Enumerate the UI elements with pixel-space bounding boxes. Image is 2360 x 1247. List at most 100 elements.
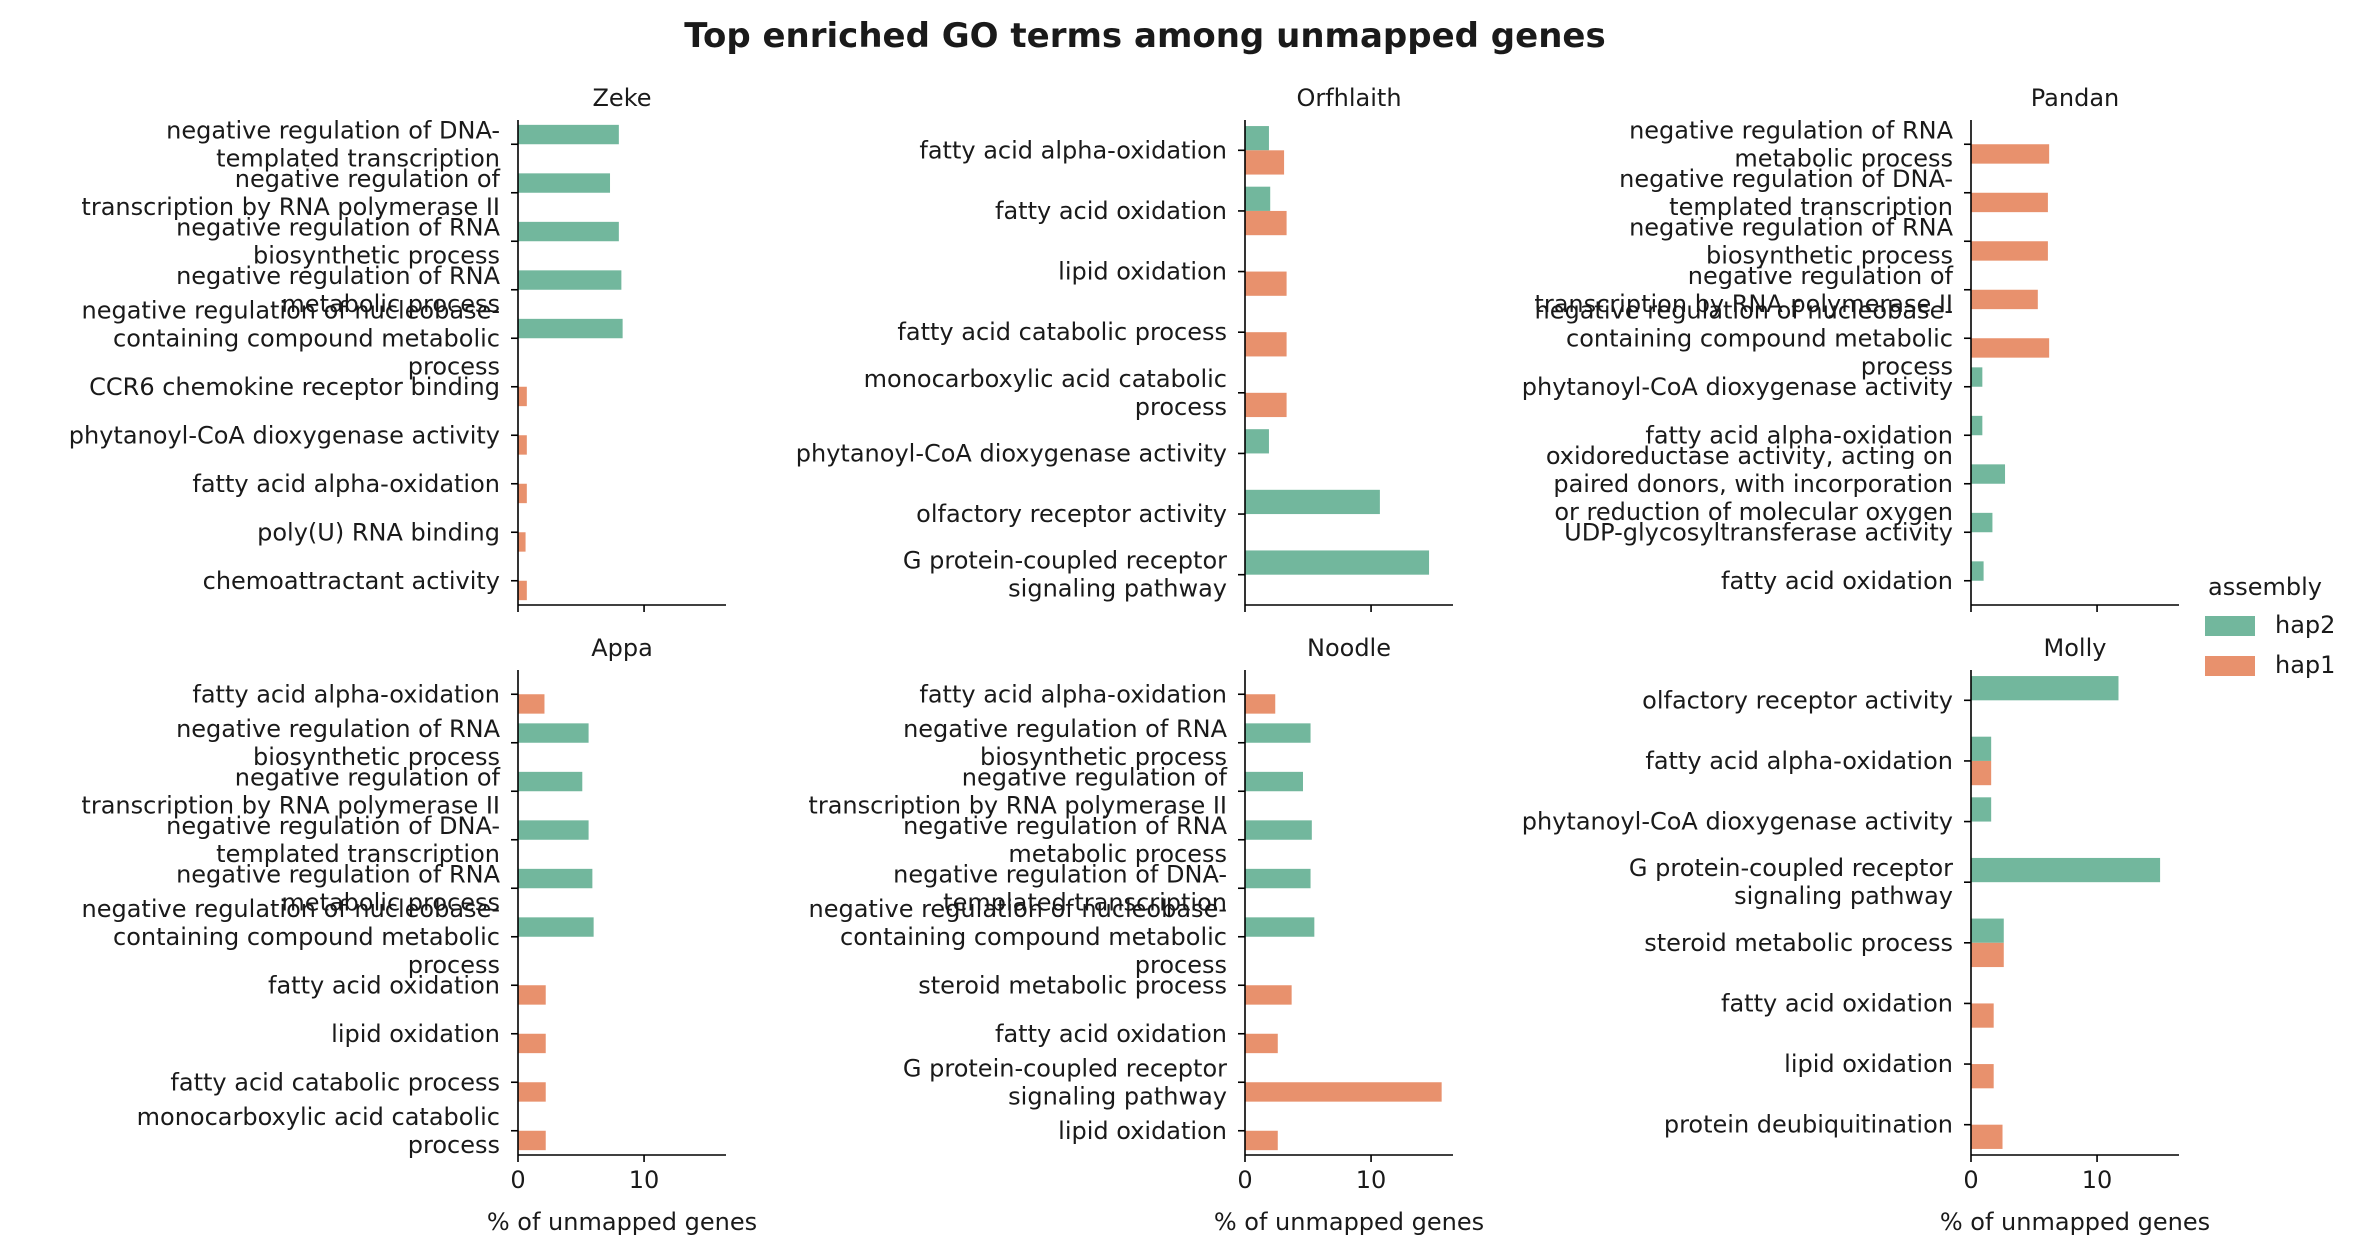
bar-hap2-5 (518, 868, 593, 889)
bar-hap2-9 (1971, 512, 1993, 533)
category-label: negative regulation of RNA biosynthetic p… (1629, 213, 1954, 269)
panel-title: Pandan (2031, 84, 2119, 112)
category-label: olfactory receptor activity (916, 500, 1227, 528)
category-label: negative regulation of DNA-templated tra… (893, 860, 1227, 916)
panel-title: Orfhlaith (1296, 84, 1401, 112)
bar-hap2-3 (1971, 797, 1992, 822)
category-label: chemoattractant activity (203, 567, 500, 595)
x-tick-label: 10 (2082, 1166, 2113, 1194)
category-label: phytanoyl-CoA dioxygenase activity (1522, 373, 1953, 401)
bar-hap1-2 (1971, 760, 1992, 786)
bar-hap1-2 (1971, 192, 2048, 213)
x-axis-label: % of unmapped genes (1940, 1208, 2210, 1236)
bar-hap1-10 (518, 580, 527, 601)
bar-hap2-5 (1245, 868, 1311, 889)
bar-hap2-3 (1245, 771, 1303, 792)
category-label: olfactory receptor activity (1642, 686, 1953, 714)
bar-hap1-3 (1245, 271, 1287, 296)
category-label: protein deubiquitination (1664, 1111, 1953, 1139)
category-label: fatty acid alpha-oxidation (192, 680, 500, 708)
category-label: UDP-glycosyltransferase activity (1564, 518, 1953, 546)
bar-hap2-3 (518, 771, 583, 792)
bar-hap1-9 (518, 532, 526, 552)
bar-hap2-2 (518, 173, 611, 193)
category-label: fatty acid alpha-oxidation (919, 680, 1227, 708)
panel-title: Zeke (592, 84, 651, 112)
category-label: negative regulation of RNA biosynthetic p… (176, 715, 501, 771)
category-label: oxidoreductase activity, acting on paired… (1546, 442, 1953, 526)
bar-hap1-1 (1971, 144, 2050, 164)
category-label: fatty acid oxidation (995, 197, 1227, 225)
bar-hap2-2 (1245, 186, 1271, 211)
x-axis-label: % of unmapped genes (1214, 1208, 1484, 1236)
bar-hap1-8 (518, 483, 527, 504)
x-tick-label: 0 (1963, 1166, 1978, 1194)
x-axis-label: % of unmapped genes (487, 1208, 757, 1236)
bar-hap1-7 (1971, 1064, 1994, 1089)
category-label: lipid oxidation (1058, 258, 1227, 286)
x-tick-label: 0 (1237, 1166, 1252, 1194)
bar-hap2-6 (1245, 917, 1315, 937)
bar-hap1-5 (1245, 392, 1287, 418)
x-tick-label: 10 (629, 1166, 660, 1194)
panel-noodle: Noodle fatty acid alpha-oxidation negative… (808, 634, 1484, 1236)
category-label: negative regulation of RNA biosynthetic p… (903, 715, 1228, 771)
category-label: CCR6 chemokine receptor binding (89, 373, 500, 401)
bar-hap2-8 (1245, 550, 1430, 575)
category-label: monocarboxylic acid catabolic process (137, 1103, 500, 1159)
legend: assembly hap2 hap1 (2205, 573, 2335, 679)
bar-hap2-1 (1971, 676, 2119, 701)
bar-hap1-9 (1245, 1082, 1442, 1102)
category-label: negative regulation of DNA-templated tra… (1619, 165, 1953, 221)
category-label: steroid metabolic process (1644, 929, 1953, 957)
category-label: phytanoyl-CoA dioxygenase activity (69, 421, 500, 449)
bar-hap2-5 (1971, 918, 2004, 943)
bar-hap2-4 (518, 270, 622, 290)
category-label: lipid oxidation (1784, 1050, 1953, 1078)
bar-hap2-4 (1245, 820, 1312, 840)
category-label: monocarboxylic acid catabolic process (864, 365, 1227, 421)
category-label: fatty acid catabolic process (897, 318, 1227, 346)
category-label: fatty acid oxidation (268, 971, 500, 999)
bar-hap2-2 (1971, 736, 1992, 761)
category-label: phytanoyl-CoA dioxygenase activity (796, 439, 1227, 467)
bar-hap1-2 (1245, 210, 1287, 236)
category-label: lipid oxidation (331, 1020, 500, 1048)
category-label: fatty acid alpha-oxidation (192, 470, 500, 498)
category-label: negative regulation of RNA metabolic proc… (1629, 116, 1954, 172)
category-label: negative regulation of RNA biosynthetic p… (176, 213, 501, 269)
category-label: negative regulation of transcription by R… (808, 763, 1227, 819)
category-label: G protein-coupled receptor signaling path… (1629, 854, 1953, 910)
category-label: poly(U) RNA binding (257, 518, 500, 546)
bar-hap2-7 (1245, 489, 1380, 515)
x-tick-label: 0 (510, 1166, 525, 1194)
bar-hap2-4 (518, 820, 589, 840)
category-label: fatty acid alpha-oxidation (919, 136, 1227, 164)
x-tick-label: 10 (1356, 1166, 1387, 1194)
bar-hap1-8 (1245, 1033, 1278, 1054)
bar-hap1-4 (1245, 332, 1287, 357)
bar-hap1-7 (518, 985, 546, 1005)
panel-title: Appa (591, 634, 653, 662)
panel-title: Molly (2044, 634, 2107, 662)
category-label: negative regulation of transcription by R… (1534, 262, 1953, 318)
chart-title: Top enriched GO terms among unmapped gen… (684, 16, 1605, 56)
panel-appa: Appa fatty acid alpha-oxidation negative r… (81, 634, 757, 1236)
legend-swatch-hap1 (2205, 656, 2255, 676)
legend-label-hap2: hap2 (2275, 611, 2335, 639)
category-label: fatty acid oxidation (1721, 567, 1953, 595)
category-label: negative regulation of nucleobase-contai… (809, 895, 1228, 979)
panel-pandan: Pandan negative regulation of RNA metaboli… (1522, 84, 2179, 612)
panel-grid: Zeke negative regulation of DNA-templated… (69, 84, 2210, 1236)
panel-molly: Molly olfactory receptor activity fatty ac… (1522, 634, 2210, 1236)
category-label: fatty acid oxidation (1721, 989, 1953, 1017)
bar-hap1-6 (518, 386, 527, 407)
bar-hap2-2 (1245, 723, 1311, 743)
category-label: G protein-coupled receptor signaling path… (903, 1054, 1227, 1110)
panel-orfhlaith: Orfhlaith fatty acid alpha-oxidation fatty… (796, 84, 1453, 612)
bar-hap1-5 (1971, 942, 2004, 968)
category-label: negative regulation of transcription by R… (81, 763, 500, 819)
category-label: negative regulation of nucleobase-contai… (1535, 296, 1954, 380)
bar-hap2-1 (518, 124, 619, 145)
